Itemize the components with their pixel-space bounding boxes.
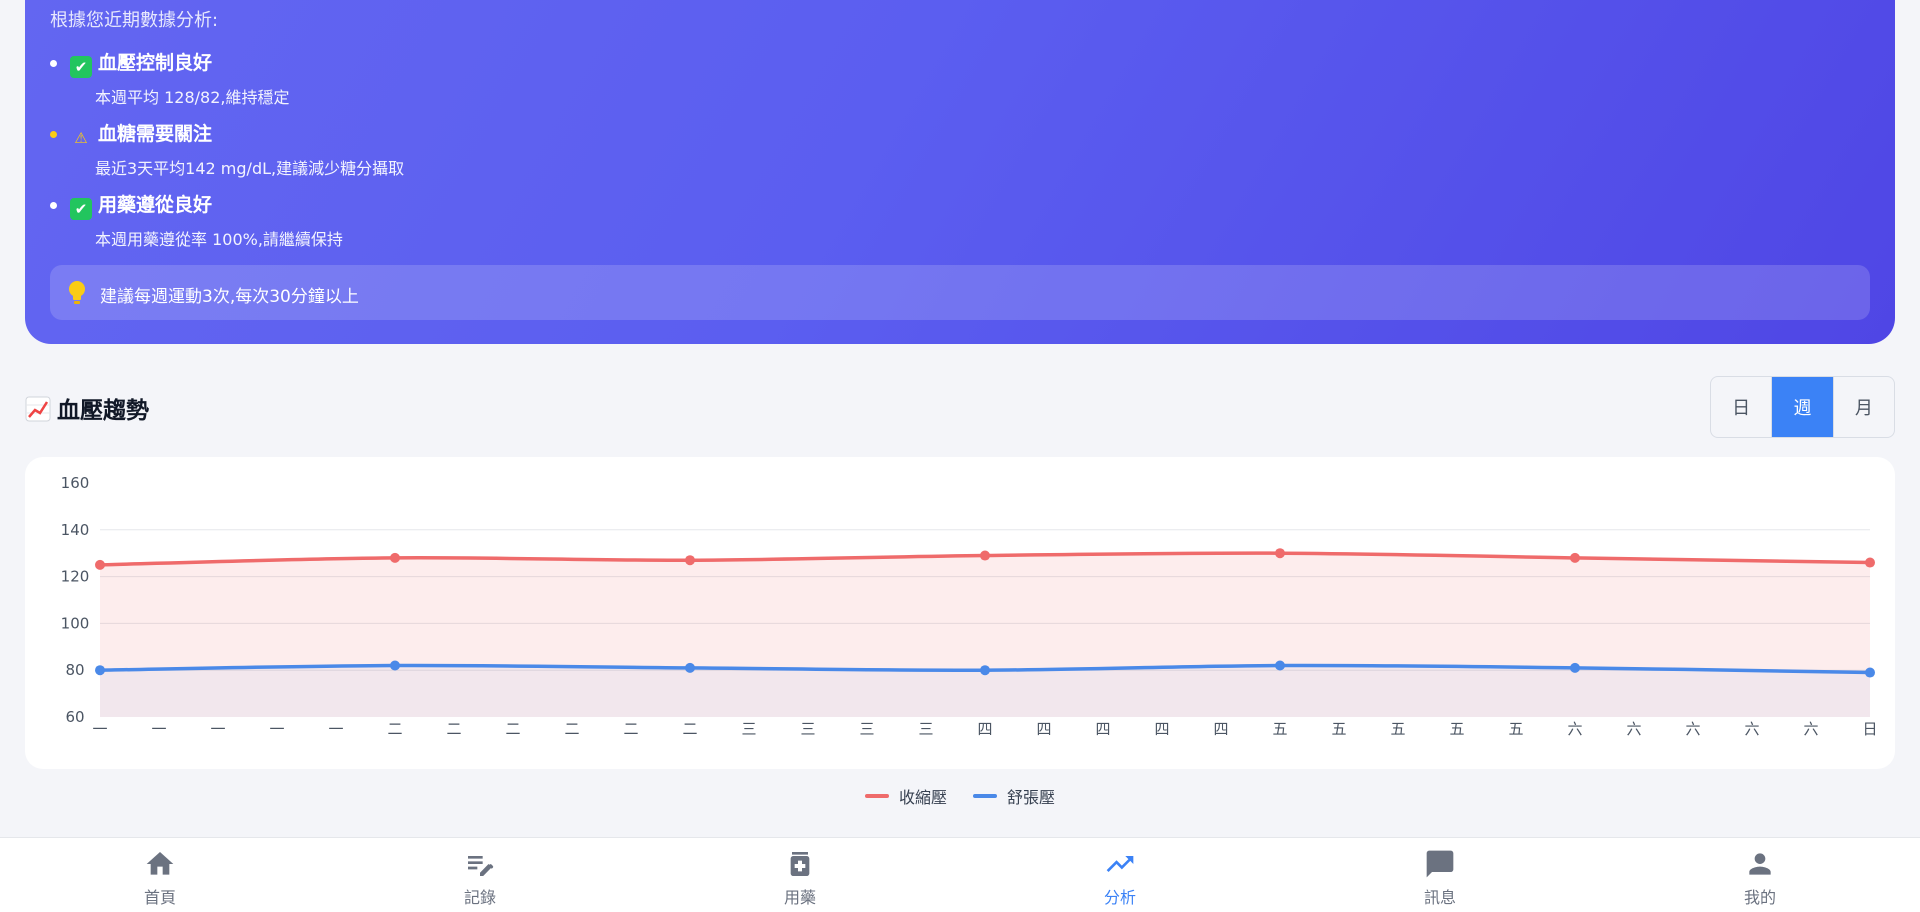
range-day-button[interactable]: 日 (1732, 398, 1751, 419)
x-tick-label: 六 (1626, 720, 1641, 738)
message-icon (1426, 850, 1454, 878)
data-point (95, 665, 105, 676)
x-tick-label: 四 (977, 720, 992, 738)
x-tick-label: 一 (92, 720, 107, 738)
tip-text: 建議每週運動3次,每次30分鐘以上 (100, 287, 359, 307)
y-tick-label: 60 (65, 708, 84, 726)
nav-item-home[interactable]: 首頁 (0, 838, 320, 912)
nav-item-records[interactable]: 記錄 (320, 838, 640, 912)
y-tick-label: 120 (61, 568, 90, 586)
bullet-icon (50, 202, 57, 209)
trending-up-icon (1106, 856, 1134, 872)
y-tick-label: 140 (61, 521, 90, 539)
person-icon (1749, 853, 1771, 875)
x-tick-label: 一 (269, 720, 284, 738)
bullet-icon (50, 60, 57, 67)
medication-icon (790, 852, 810, 876)
edit-note-icon (468, 856, 494, 876)
series-area (100, 553, 1870, 717)
data-point (95, 559, 105, 570)
data-point (390, 552, 400, 563)
x-tick-label: 四 (1213, 720, 1228, 738)
x-tick-label: 四 (1154, 720, 1169, 738)
data-point (685, 662, 695, 673)
x-tick-label: 六 (1685, 720, 1700, 738)
x-tick-label: 五 (1272, 720, 1287, 738)
range-toggle: 日 週 月 (1710, 376, 1895, 438)
section-title: 血壓趨勢 (25, 391, 149, 425)
chart-increasing-icon (25, 396, 51, 422)
insight-title: ✔ 用藥遵從良好 (70, 190, 212, 220)
bp-line-chart: 60 80 100 120 140 160 一 一 一 一 一 二 二 二 二 二 二 三 三 三 三 四 四 四 四 四 五 五 五 五… (61, 474, 1878, 738)
legend-swatch (973, 794, 997, 798)
x-tick-label: 三 (918, 720, 933, 738)
tip-banner: 建議每週運動3次,每次30分鐘以上 (50, 265, 1870, 320)
x-tick-label: 二 (387, 720, 402, 738)
insight-title: ✔ 血壓控制良好 (70, 48, 212, 78)
insight-desc: 本週平均 128/82,維持穩定 (95, 88, 290, 107)
x-tick-label: 三 (741, 720, 756, 738)
x-tick-label: 一 (210, 720, 225, 738)
nav-item-messages[interactable]: 訊息 (1280, 838, 1600, 912)
insight-desc: 本週用藥遵從率 100%,請繼續保持 (95, 230, 343, 249)
data-point (1570, 662, 1580, 673)
x-tick-label: 三 (800, 720, 815, 738)
legend-item-systolic[interactable]: 收縮壓 (864, 784, 947, 808)
check-mark-icon: ✔ (70, 56, 92, 78)
x-tick-label: 三 (859, 720, 874, 738)
legend-swatch (864, 794, 889, 798)
bp-chart-card: 60 80 100 120 140 160 一 一 一 一 一 二 二 二 二 二 二 三 三 三 三 四 四 四 四 四 五 五 五 五… (25, 457, 1895, 769)
x-tick-label: 日 (1862, 720, 1877, 738)
warning-icon: ⚠ (74, 129, 88, 147)
x-tick-label: 一 (151, 720, 166, 738)
range-week-button[interactable]: 週 (1771, 377, 1833, 437)
x-tick-label: 二 (682, 720, 697, 738)
data-point (1865, 557, 1875, 568)
analysis-intro: 根據您近期數據分析: (50, 10, 219, 31)
x-tick-label: 二 (564, 720, 579, 738)
series-area (100, 665, 1870, 717)
lightbulb-icon (69, 281, 85, 304)
data-point (1275, 548, 1285, 559)
x-tick-label: 五 (1331, 720, 1346, 738)
x-tick-label: 二 (446, 720, 461, 738)
x-tick-label: 二 (505, 720, 520, 738)
x-tick-label: 六 (1803, 720, 1818, 738)
x-tick-label: 二 (623, 720, 638, 738)
data-point (980, 550, 990, 561)
chart-legend: 收縮壓 舒張壓 (0, 784, 1920, 808)
x-tick-label: 六 (1744, 720, 1759, 738)
nav-item-medication[interactable]: 用藥 (640, 838, 960, 912)
x-tick-label: 四 (1036, 720, 1051, 738)
data-point (685, 555, 695, 566)
y-tick-label: 160 (61, 474, 90, 492)
range-month-button[interactable]: 月 (1832, 377, 1894, 437)
legend-item-diastolic[interactable]: 舒張壓 (973, 784, 1055, 808)
x-tick-label: 六 (1567, 720, 1582, 738)
x-tick-label: 五 (1508, 720, 1523, 738)
home-icon (146, 852, 174, 875)
nav-item-profile[interactable]: 我的 (1600, 838, 1920, 912)
data-point (980, 665, 990, 676)
x-tick-label: 一 (328, 720, 343, 738)
bottom-nav: 首頁 記錄 用藥 分析 訊息 我的 (0, 837, 1920, 912)
x-tick-label: 五 (1449, 720, 1464, 738)
data-point (390, 660, 400, 671)
bullet-icon (50, 131, 57, 138)
insight-title: ⚠ 血糖需要關注 (70, 119, 212, 149)
x-tick-label: 五 (1390, 720, 1405, 738)
y-tick-label: 80 (65, 661, 84, 679)
check-mark-icon: ✔ (70, 198, 92, 220)
ai-analysis-card: 根據您近期數據分析: ✔ 血壓控制良好 本週平均 128/82,維持穩定 ⚠ 血糖需… (25, 0, 1895, 344)
data-point (1570, 552, 1580, 563)
data-point (1275, 660, 1285, 671)
x-tick-label: 四 (1095, 720, 1110, 738)
data-point (1865, 667, 1875, 678)
insight-desc: 最近3天平均142 mg/dL,建議減少糖分攝取 (95, 159, 405, 178)
nav-item-analysis[interactable]: 分析 (960, 838, 1280, 912)
y-tick-label: 100 (61, 614, 90, 632)
